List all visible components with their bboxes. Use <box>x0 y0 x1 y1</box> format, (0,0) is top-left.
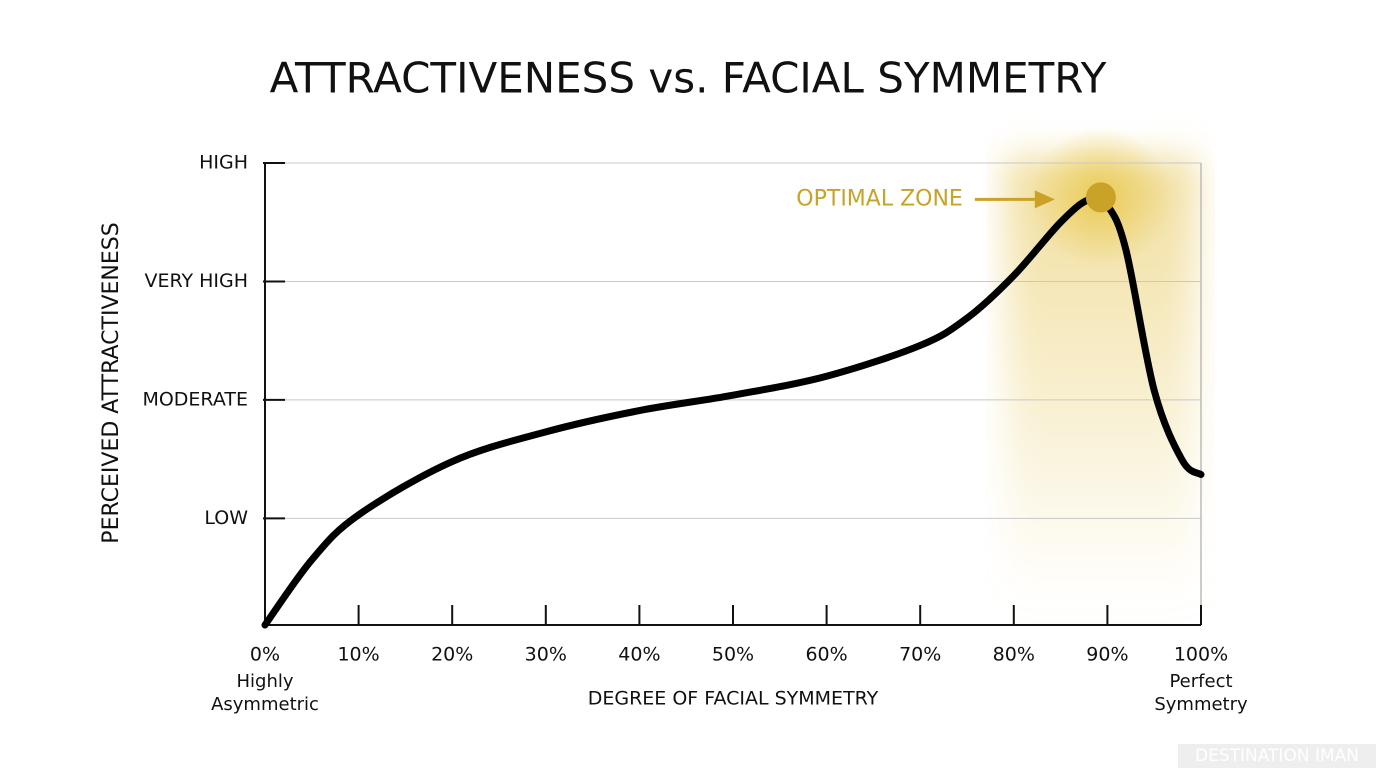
x-tick-label: 10% <box>337 644 379 666</box>
x-tick-label: 100% <box>1174 644 1228 666</box>
x-start-label: Highly <box>236 671 293 692</box>
y-tick-label: HIGH <box>199 152 248 174</box>
x-start-label: Asymmetric <box>211 694 319 715</box>
highlight-point <box>1085 182 1116 213</box>
x-tick-label: 20% <box>431 644 473 666</box>
y-tick-label: MODERATE <box>142 388 248 410</box>
x-tick-label: 60% <box>805 644 847 666</box>
x-axis-label: DEGREE OF FACIAL SYMMETRY <box>588 688 879 710</box>
x-tick-label: 0% <box>250 644 280 666</box>
x-tick-label: 80% <box>993 644 1035 666</box>
y-axis-label: PERCEIVED ATTRACTIVENESS <box>99 222 124 543</box>
x-tick-label: 70% <box>899 644 941 666</box>
y-tick-label: LOW <box>204 507 248 529</box>
highlight-arrowhead <box>1034 190 1055 209</box>
chart-title: ATTRACTIVENESS vs. FACIAL SYMMETRY <box>270 54 1107 103</box>
watermark-bg <box>1178 744 1376 768</box>
x-tick-label: 50% <box>712 644 754 666</box>
highlight-label: OPTIMAL ZONE <box>796 186 963 211</box>
x-tick-label: 90% <box>1086 644 1128 666</box>
x-end-label: Symmetry <box>1154 694 1248 715</box>
watermark: DESTINATION IMAN <box>1195 746 1359 766</box>
x-end-label: Perfect <box>1169 671 1232 692</box>
x-tick-label: 40% <box>618 644 660 666</box>
x-tick-label: 30% <box>525 644 567 666</box>
y-tick-label: VERY HIGH <box>144 270 248 292</box>
line <box>261 194 1205 629</box>
